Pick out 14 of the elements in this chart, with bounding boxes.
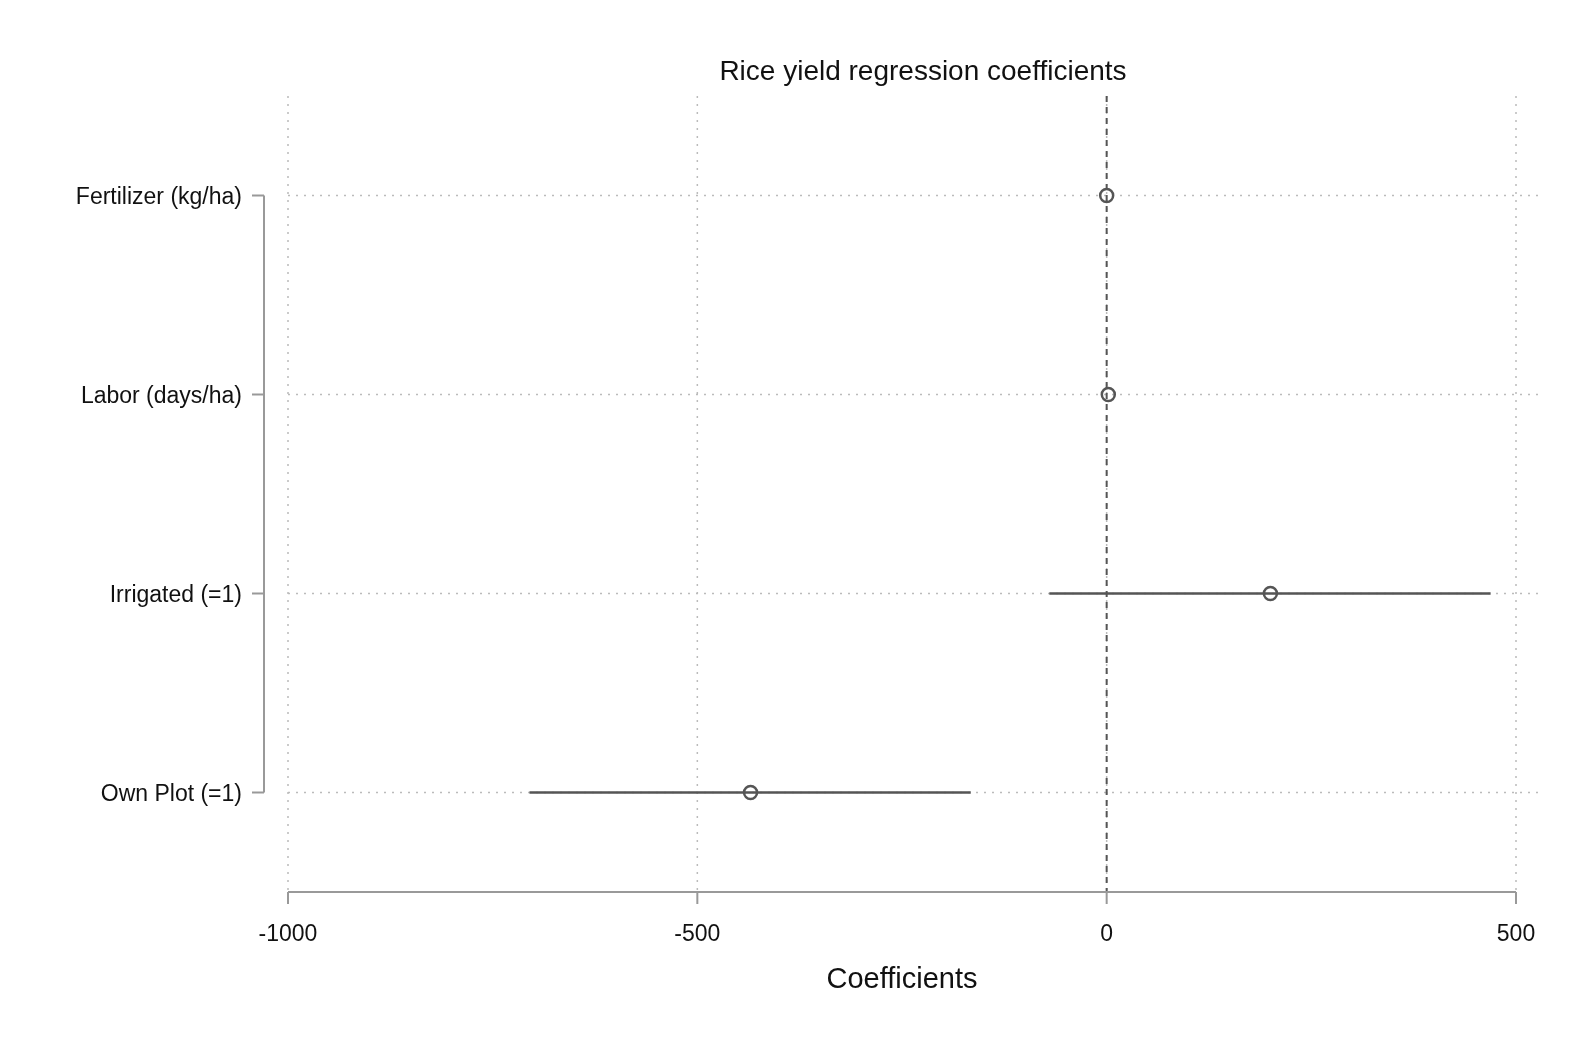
x-axis-title: Coefficients	[826, 962, 978, 994]
point	[742, 784, 759, 801]
point	[1098, 187, 1115, 204]
y-tick-label: Fertilizer (kg/ha)	[75, 182, 242, 209]
point	[1262, 585, 1279, 602]
chart-title: Rice yield regression coefficients	[719, 55, 1127, 86]
y-tick-label: Labor (days/ha)	[80, 381, 242, 408]
x-tick-label: -1000	[258, 920, 318, 946]
x-tick-label: -500	[674, 920, 721, 946]
x-tick-label: 500	[1496, 920, 1536, 946]
x-tick-label: 0	[1100, 920, 1114, 946]
y-tick-label: Own Plot (=1)	[100, 779, 242, 806]
y-tick-label: Irrigated (=1)	[109, 580, 242, 607]
point	[1100, 386, 1117, 403]
